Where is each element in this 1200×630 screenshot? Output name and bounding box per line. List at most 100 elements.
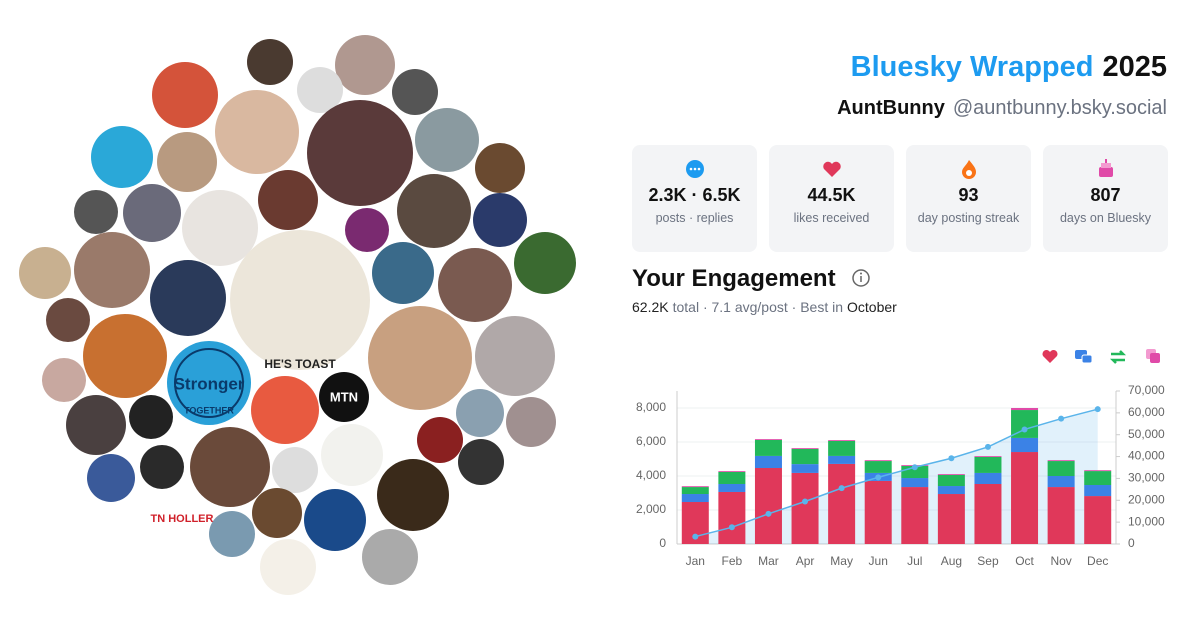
bar-segment <box>1011 437 1039 453</box>
y-tick-label: 4,000 <box>636 468 666 482</box>
x-tick-label: Jul <box>907 554 922 568</box>
cumulative-point <box>1021 426 1028 433</box>
stat-label: posts · replies <box>655 211 734 225</box>
avatar[interactable] <box>66 395 126 455</box>
cumulative-line <box>695 408 1098 538</box>
avatar[interactable] <box>87 454 135 502</box>
icon <box>1098 159 1113 177</box>
avatar[interactable] <box>458 439 504 485</box>
avatar[interactable] <box>260 539 316 595</box>
avatar[interactable] <box>372 242 434 304</box>
avatar[interactable] <box>417 417 463 463</box>
avatar[interactable] <box>74 190 118 234</box>
replies-icon-b <box>1081 354 1093 364</box>
reposts-icon[interactable] <box>1109 350 1127 364</box>
best-month: October <box>847 299 897 315</box>
avatar[interactable] <box>167 341 251 425</box>
bar-segment <box>937 494 965 544</box>
avatar[interactable] <box>362 529 418 585</box>
avatar[interactable] <box>215 90 299 174</box>
avatar[interactable] <box>123 184 181 242</box>
icon <box>822 161 841 177</box>
bar-segment <box>791 448 819 449</box>
bar-segment <box>791 472 819 544</box>
avatar[interactable] <box>152 62 218 128</box>
avatar[interactable] <box>321 424 383 486</box>
total: 62.2K <box>632 299 669 315</box>
cumulative-point <box>875 474 882 481</box>
avatar[interactable] <box>475 316 555 396</box>
bar-segment <box>718 491 746 544</box>
cumulative-point <box>948 455 955 462</box>
stat-card: 44.5K likes received <box>769 145 894 252</box>
avatar[interactable] <box>230 230 370 370</box>
avatar[interactable] <box>506 397 556 447</box>
avatar[interactable] <box>272 447 318 493</box>
wrapped-title: Bluesky Wrapped 2025 <box>851 51 1167 83</box>
avatar[interactable] <box>83 314 167 398</box>
y2-tick-label: 10,000 <box>1128 514 1165 528</box>
avatar-text: TOGETHER <box>184 405 234 415</box>
avatar[interactable] <box>91 126 153 188</box>
bar-segment <box>681 486 709 488</box>
info-icon[interactable] <box>852 269 870 287</box>
avatar[interactable] <box>397 174 471 248</box>
avatar[interactable] <box>415 108 479 172</box>
y2-tick-label: 50,000 <box>1128 427 1165 441</box>
avatar[interactable] <box>252 488 302 538</box>
avatar-text: TN HOLLER <box>151 513 214 525</box>
avatar[interactable] <box>307 100 413 206</box>
avatar-ring <box>174 348 244 418</box>
stat-label: day posting streak <box>917 211 1020 225</box>
y2-tick-label: 60,000 <box>1128 405 1165 419</box>
avatar[interactable] <box>247 39 293 85</box>
avatar[interactable] <box>46 298 90 342</box>
avatar[interactable] <box>42 358 86 402</box>
x-tick-label: Sep <box>977 554 999 568</box>
avatar[interactable] <box>297 67 343 113</box>
legend-icons <box>1042 349 1160 364</box>
avatar[interactable] <box>190 427 270 507</box>
avatar[interactable] <box>74 232 150 308</box>
avatar[interactable] <box>335 35 395 95</box>
avatar[interactable] <box>304 489 366 551</box>
bar-segment <box>864 460 892 462</box>
avatar[interactable] <box>209 511 255 557</box>
avatar[interactable] <box>251 376 319 444</box>
y-tick-label: 0 <box>659 536 666 550</box>
avatar[interactable] <box>475 143 525 193</box>
avatar[interactable] <box>150 260 226 336</box>
bar-segment <box>974 483 1002 544</box>
avatar[interactable] <box>368 306 472 410</box>
quotes-icon[interactable] <box>1150 353 1160 363</box>
x-tick-label: Oct <box>1015 554 1034 568</box>
avatar[interactable] <box>377 459 449 531</box>
avatar-text: HE'S TOAST <box>264 357 336 371</box>
cumulative-point <box>838 485 845 492</box>
avatar[interactable] <box>182 190 258 266</box>
avatar[interactable] <box>514 232 576 294</box>
avatar[interactable] <box>345 208 389 252</box>
avatar[interactable] <box>319 372 369 422</box>
avatar[interactable] <box>392 69 438 115</box>
avatar[interactable] <box>140 445 184 489</box>
stat-card: 93 day posting streak <box>906 145 1031 252</box>
bar-segment <box>681 494 709 503</box>
bar-segment <box>754 439 782 440</box>
cumulative-point <box>1058 415 1065 422</box>
avatar[interactable] <box>473 193 527 247</box>
avatar[interactable] <box>19 247 71 299</box>
avatar[interactable] <box>438 248 512 322</box>
likes-icon[interactable] <box>1042 349 1058 363</box>
avatar[interactable] <box>258 170 318 230</box>
avatar[interactable] <box>157 132 217 192</box>
bar-segment <box>974 456 1002 473</box>
bar-segment <box>681 487 709 495</box>
avatar[interactable] <box>456 389 504 437</box>
y2-tick-label: 40,000 <box>1128 449 1165 463</box>
avatar[interactable] <box>129 395 173 439</box>
y-tick-label: 6,000 <box>636 434 666 448</box>
stat-label: likes received <box>793 211 870 225</box>
stat-value: 2.3K · 6.5K <box>648 185 741 205</box>
bar-segment <box>901 487 929 544</box>
